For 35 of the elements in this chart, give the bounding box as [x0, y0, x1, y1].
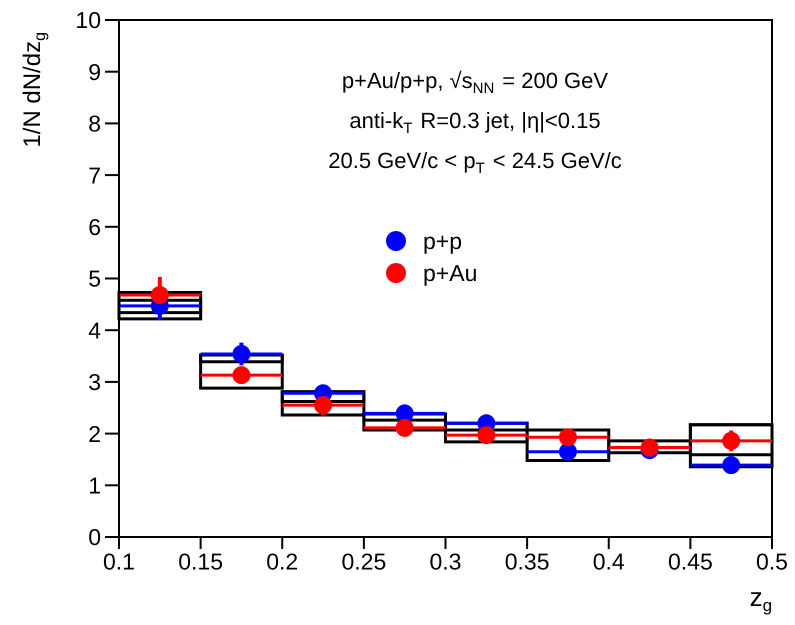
x-tick-label: 0.45: [668, 548, 713, 574]
x-tick-label: 0.4: [592, 548, 625, 574]
y-tick-label: 1: [88, 472, 101, 498]
point: [396, 418, 414, 437]
y-tick-label: 4: [88, 317, 102, 344]
annotation: p+Au/p+p, √s$_{NN}$ = 200 GeV: [342, 68, 608, 96]
x-tick-label: 0.3: [430, 548, 462, 574]
y-tick-label: 6: [88, 214, 101, 240]
y-tick-label: 2: [88, 420, 101, 447]
y-tick-label: 10: [75, 7, 101, 34]
point: [314, 396, 332, 414]
annotation: 20.5 GeV/c < p$_{T}$ < 24.5 GeV/c: [328, 148, 622, 176]
annotation: anti-k$_{T}$ R=0.3 jet, |η|<0.15: [349, 108, 601, 136]
x-tick-label: 0.25: [341, 548, 386, 574]
point: [722, 432, 740, 450]
point: [558, 428, 577, 446]
point: [477, 426, 496, 444]
y-tick-label: 8: [88, 110, 101, 137]
y-tick-label: 7: [88, 162, 101, 188]
x-axis-title: z$_{g}$: [750, 582, 772, 616]
y-tick-label: 3: [88, 369, 101, 396]
y-tick-label: 0: [88, 524, 101, 550]
legend-label: p+p: [423, 228, 462, 254]
point: [722, 456, 740, 474]
x-tick-label: 0.2: [266, 548, 298, 574]
x-tick-label: 0.35: [504, 548, 550, 574]
point: [150, 286, 169, 304]
x-tick-label: 0.1: [103, 548, 135, 574]
legend-label: p+Au: [423, 260, 478, 286]
y-tick-label: 5: [88, 266, 101, 292]
x-tick-label: 0.5: [756, 548, 788, 574]
x-tick-label: 0.15: [178, 548, 224, 574]
y-tick-label: 9: [88, 58, 101, 85]
point: [232, 366, 250, 384]
point: [232, 344, 250, 363]
